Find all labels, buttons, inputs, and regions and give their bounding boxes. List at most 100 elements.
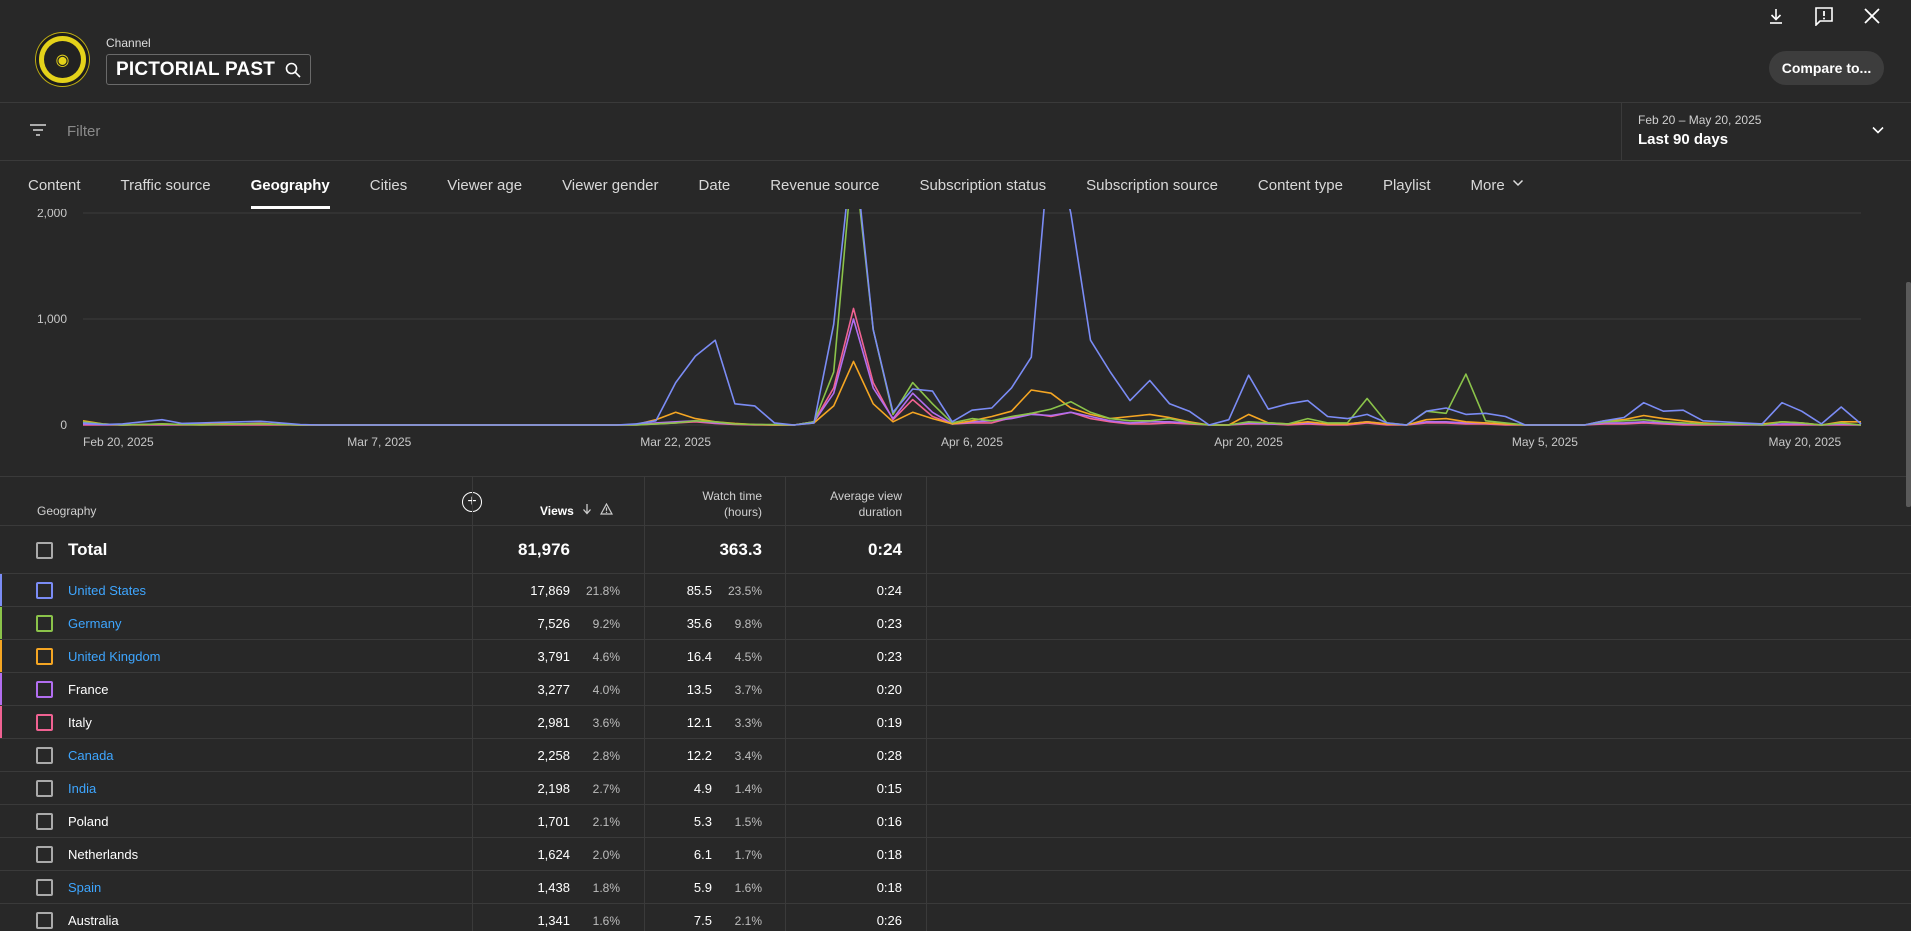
channel-label: Channel [106, 36, 151, 50]
row-checkbox[interactable] [36, 541, 53, 559]
row-checkbox[interactable] [36, 747, 53, 764]
row-checkbox[interactable] [36, 714, 53, 731]
row-geography-name[interactable]: Germany [68, 615, 122, 631]
x-tick-label: Apr 20, 2025 [1214, 435, 1283, 449]
row-geography-name[interactable]: Canada [68, 747, 114, 763]
row-avg-duration: 0:26 [876, 912, 902, 928]
column-divider [926, 477, 927, 931]
tab-label: Traffic source [120, 176, 211, 194]
arrow-down-icon [582, 503, 592, 518]
series-color-bar [0, 706, 2, 738]
row-views: 2,258 [537, 747, 570, 763]
series-line-italy [83, 307, 1861, 426]
table-header: Geography + Views Watch time (hours) Ave… [0, 477, 1911, 526]
row-checkbox[interactable] [36, 780, 53, 797]
tab-subscription-source[interactable]: Subscription source [1086, 161, 1218, 209]
header: ◉ Channel PICTORIAL PAST Compare to... [0, 0, 1911, 103]
total-row: Total 81,976 363.3 0:24 [0, 526, 1911, 574]
row-views-pct: 4.0% [592, 682, 620, 697]
tab-content[interactable]: Content [28, 161, 81, 209]
scrollbar[interactable] [1906, 282, 1911, 507]
row-geography-name: Netherlands [68, 846, 139, 862]
row-watch-time-pct: 23.5% [727, 583, 762, 598]
table-row: France 3,277 4.0% 13.5 3.7% 0:20 [0, 673, 1911, 706]
row-geography-name[interactable]: United States [68, 582, 147, 598]
row-avg-duration: 0:23 [876, 615, 902, 631]
watch-time-column-header[interactable]: Watch time (hours) [690, 488, 762, 520]
tab-subscription-status[interactable]: Subscription status [919, 161, 1046, 209]
download-icon[interactable] [1762, 2, 1790, 30]
x-tick-label: Mar 22, 2025 [640, 435, 711, 449]
geography-column-header[interactable]: Geography [37, 504, 97, 518]
row-avg-duration: 0:18 [876, 879, 902, 895]
row-watch-time: 7.5 [693, 912, 712, 928]
views-column-header[interactable]: Views [540, 502, 613, 518]
table-row: Italy 2,981 3.6% 12.1 3.3% 0:19 [0, 706, 1911, 739]
column-divider [644, 477, 645, 931]
row-checkbox[interactable] [36, 582, 53, 599]
search-icon[interactable] [285, 62, 301, 78]
row-checkbox[interactable] [36, 681, 53, 698]
row-views-pct: 9.2% [592, 616, 620, 631]
y-tick-label: 1,000 [37, 312, 67, 326]
compare-button[interactable]: Compare to... [1769, 51, 1884, 85]
tab-label: Cities [369, 176, 408, 194]
column-divider [785, 477, 786, 931]
row-views: 17,869 [530, 582, 570, 598]
row-checkbox[interactable] [36, 879, 53, 896]
series-color-bar [0, 673, 2, 705]
row-geography-name: Italy [68, 714, 92, 730]
feedback-icon[interactable] [1810, 2, 1838, 30]
x-tick-label: May 20, 2025 [1769, 435, 1842, 449]
tab-viewer-age[interactable]: Viewer age [447, 161, 522, 209]
tab-content-type[interactable]: Content type [1258, 161, 1343, 209]
row-watch-time-pct: 4.5% [734, 649, 762, 664]
date-range-main: Last 90 days [1638, 131, 1729, 148]
tab-cities[interactable]: Cities [370, 161, 408, 209]
tab-label: Revenue source [770, 176, 880, 194]
row-avg-duration: 0:23 [876, 648, 902, 664]
row-watch-time-pct: 9.8% [734, 616, 762, 631]
channel-avatar[interactable]: ◉ [36, 33, 89, 86]
channel-selector[interactable]: PICTORIAL PAST [106, 54, 312, 85]
tab-date[interactable]: Date [699, 161, 731, 209]
row-checkbox[interactable] [36, 648, 53, 665]
avg-duration-column-header[interactable]: Average view duration [810, 488, 902, 520]
row-watch-time: 13.5 [686, 681, 712, 697]
row-watch-time: 12.1 [686, 714, 712, 730]
tab-viewer-gender[interactable]: Viewer gender [562, 161, 658, 209]
row-geography-name: Total [68, 539, 108, 559]
filter-icon[interactable] [29, 122, 47, 143]
tab-label: Subscription source [1086, 176, 1218, 194]
tab-label: More [1470, 176, 1505, 194]
tab-geography[interactable]: Geography [250, 161, 330, 209]
table-row: United States 17,869 21.8% 85.5 23.5% 0:24 [0, 574, 1911, 607]
table-row: Netherlands 1,624 2.0% 6.1 1.7% 0:18 [0, 838, 1911, 871]
row-geography-name[interactable]: United Kingdom [68, 648, 161, 664]
row-views: 7,526 [537, 615, 570, 631]
table-row: India 2,198 2.7% 4.9 1.4% 0:15 [0, 772, 1911, 805]
filter-input[interactable]: Filter [67, 123, 101, 140]
date-range-picker[interactable]: Feb 20 – May 20, 2025 Last 90 days [1621, 103, 1911, 161]
row-checkbox[interactable] [36, 813, 53, 830]
close-icon[interactable] [1858, 2, 1886, 30]
tab-more[interactable]: More [1470, 161, 1524, 209]
row-geography-name[interactable]: India [68, 780, 97, 796]
row-checkbox[interactable] [36, 846, 53, 863]
row-watch-time-pct: 1.7% [734, 847, 762, 862]
warning-icon[interactable] [599, 502, 613, 518]
tab-playlist[interactable]: Playlist [1383, 161, 1431, 209]
table-row: Poland 1,701 2.1% 5.3 1.5% 0:16 [0, 805, 1911, 838]
channel-name: PICTORIAL PAST [116, 58, 276, 80]
row-watch-time-pct: 3.4% [734, 748, 762, 763]
series-line-united-states [82, 209, 1862, 426]
row-checkbox[interactable] [36, 615, 53, 632]
camera-icon: ◉ [44, 41, 81, 78]
row-checkbox[interactable] [36, 912, 53, 929]
row-avg-duration: 0:24 [867, 539, 902, 559]
table-row: United Kingdom 3,791 4.6% 16.4 4.5% 0:23 [0, 640, 1911, 673]
tab-revenue-source[interactable]: Revenue source [770, 161, 879, 209]
tab-traffic-source[interactable]: Traffic source [121, 161, 211, 209]
row-geography-name[interactable]: Spain [68, 879, 102, 895]
x-tick-label: May 5, 2025 [1512, 435, 1578, 449]
